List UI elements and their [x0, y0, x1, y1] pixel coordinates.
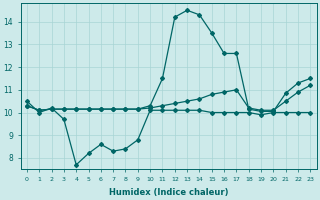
X-axis label: Humidex (Indice chaleur): Humidex (Indice chaleur)	[109, 188, 228, 197]
